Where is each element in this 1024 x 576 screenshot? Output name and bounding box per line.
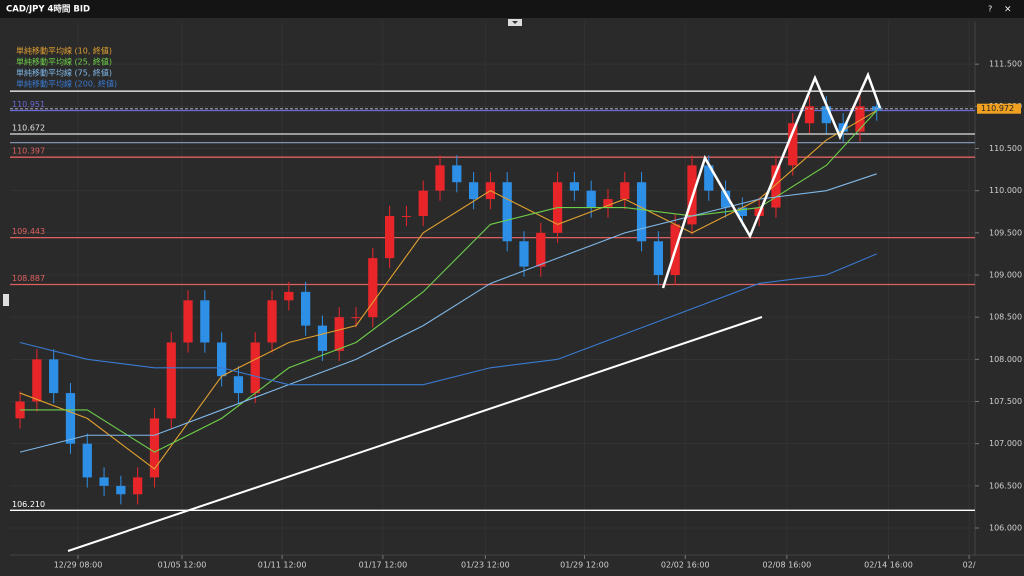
x-tick-label: 02/02 16:00 — [661, 561, 710, 570]
level-label: 110.951 — [12, 100, 45, 109]
level-label: 110.672 — [12, 123, 45, 132]
candle-body — [351, 317, 361, 319]
side-toggle[interactable] — [3, 294, 9, 306]
x-tick-label: 02/14 16:00 — [864, 561, 913, 570]
y-tick-label: 106.000 — [989, 524, 1022, 533]
moving-average-line — [19, 110, 878, 470]
x-tick-label: 12/29 08:00 — [54, 561, 103, 570]
candle-body — [368, 258, 378, 318]
y-tick-label: 108.500 — [989, 313, 1022, 322]
x-tick-label: 01/29 12:00 — [560, 561, 609, 570]
close-button[interactable]: × — [1004, 5, 1012, 15]
candle-body — [720, 190, 731, 208]
level-label: 110.397 — [12, 147, 45, 156]
candle-body — [855, 106, 865, 132]
level-label: 108.887 — [12, 274, 45, 283]
plot-area: 110.951 110.672 110.397 109.443 108.887 106.2… — [10, 22, 975, 555]
candle-body — [82, 443, 92, 478]
candle-body — [603, 199, 613, 208]
y-tick-label: 106.500 — [989, 481, 1022, 490]
candle-body — [250, 342, 260, 394]
candle-body — [116, 485, 126, 495]
last-price-box — [977, 103, 1021, 114]
y-tick-label: 107.500 — [989, 397, 1022, 406]
x-tick-label: 02/ — [963, 561, 976, 570]
candle-body — [284, 291, 294, 301]
candle-body — [317, 325, 328, 351]
zigzag-drawing — [661, 71, 882, 289]
moving-average-line — [20, 110, 878, 453]
candle-body — [569, 182, 580, 191]
candle-body — [821, 106, 831, 124]
moving-average-line — [19, 173, 877, 453]
legend: 単純移動平均線 (10, 終値)単純移動平均線 (25, 終値)単純移動平均線 … — [16, 46, 117, 89]
candle-body — [536, 232, 546, 267]
title-bar — [0, 0, 1024, 18]
candle-body — [384, 215, 395, 259]
x-tick-label: 01/23 12:00 — [461, 561, 510, 570]
candle-body — [233, 376, 244, 394]
legend-entry: 単純移動平均線 (10, 終値) — [16, 46, 112, 56]
y-tick-label: 109.500 — [989, 228, 1022, 237]
legend-entry: 単純移動平均線 (75, 終値) — [16, 68, 112, 78]
candle-body — [166, 342, 176, 419]
candle-body — [636, 182, 647, 242]
help-button[interactable]: ? — [988, 5, 992, 14]
candle-body — [49, 359, 59, 394]
legend-entry: 単純移動平均線 (200, 終値) — [16, 79, 117, 89]
candle-body — [502, 182, 512, 242]
x-tick-label: 01/05 12:00 — [158, 561, 207, 570]
candle-body — [704, 165, 714, 191]
x-tick-label: 01/17 12:00 — [359, 561, 408, 570]
candle-body — [435, 165, 445, 191]
y-tick-label: 111.500 — [989, 60, 1022, 69]
candle-body — [620, 182, 630, 200]
last-price-label: 110.972 — [981, 104, 1014, 113]
candle-body — [586, 190, 596, 208]
candle-body — [32, 359, 42, 402]
collapse-icon — [512, 21, 518, 24]
candle-body — [452, 165, 462, 183]
candle-body — [301, 291, 311, 326]
moving-average-line — [19, 253, 877, 386]
y-tick-label: 110.000 — [989, 186, 1022, 195]
candle-body — [418, 190, 428, 216]
y-tick-label: 109.000 — [989, 271, 1022, 280]
candle-body — [519, 241, 529, 267]
trend-line — [67, 316, 763, 552]
y-tick-label: 107.000 — [989, 439, 1022, 448]
candle-body — [267, 300, 277, 343]
drawings — [67, 71, 882, 552]
candle-body — [183, 300, 193, 343]
candle-body — [788, 123, 798, 166]
candle-body — [200, 300, 210, 343]
x-tick-label: 02/08 16:00 — [763, 561, 812, 570]
candle-body — [771, 165, 781, 208]
candle-body — [468, 182, 479, 200]
chart-title: CAD/JPY 4時間 BID — [6, 4, 90, 15]
candle-body — [217, 342, 227, 377]
y-tick-label: 110.500 — [989, 144, 1022, 153]
x-tick-label: 01/11 12:00 — [258, 561, 307, 570]
y-tick-label: 108.000 — [989, 355, 1022, 364]
candle-body — [65, 393, 76, 444]
candle-body — [653, 241, 663, 276]
candle-body — [133, 477, 143, 495]
candle-body — [334, 317, 344, 351]
legend-entry: 単純移動平均線 (25, 終値) — [16, 57, 112, 67]
candle-body — [737, 207, 747, 216]
candle-body — [149, 418, 160, 478]
candle-body — [99, 477, 109, 486]
level-label: 109.443 — [12, 227, 45, 236]
level-label: 106.210 — [12, 500, 45, 509]
candle-body — [401, 215, 412, 217]
candle-body — [804, 106, 815, 124]
